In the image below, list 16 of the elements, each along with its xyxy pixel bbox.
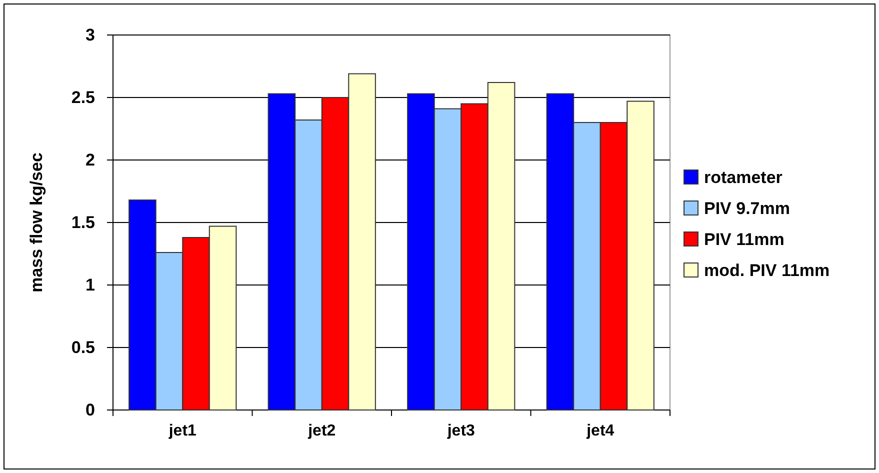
x-tick-label: jet2 [307,422,336,440]
legend-label: PIV 9.7mm [704,199,790,218]
y-tick-label: 0.5 [71,338,95,357]
y-tick-label: 2.5 [71,88,95,107]
y-tick-label: 1 [86,275,95,294]
y-tick-label: 2 [86,150,95,170]
legend-label: PIV 11mm [704,230,784,249]
x-tick-label: jet4 [586,422,614,440]
x-tick-label: jet1 [168,422,197,440]
y-tick-label: 1.5 [71,212,95,232]
legend-label: mod. PIV 11mm [704,261,830,280]
y-tick-label: 3 [86,25,95,44]
x-tick-label: jet3 [446,422,476,440]
y-axis-title: mass flow kg/sec [27,152,46,292]
y-tick-label: 0 [86,400,95,420]
legend-label: rotameter [704,168,783,187]
